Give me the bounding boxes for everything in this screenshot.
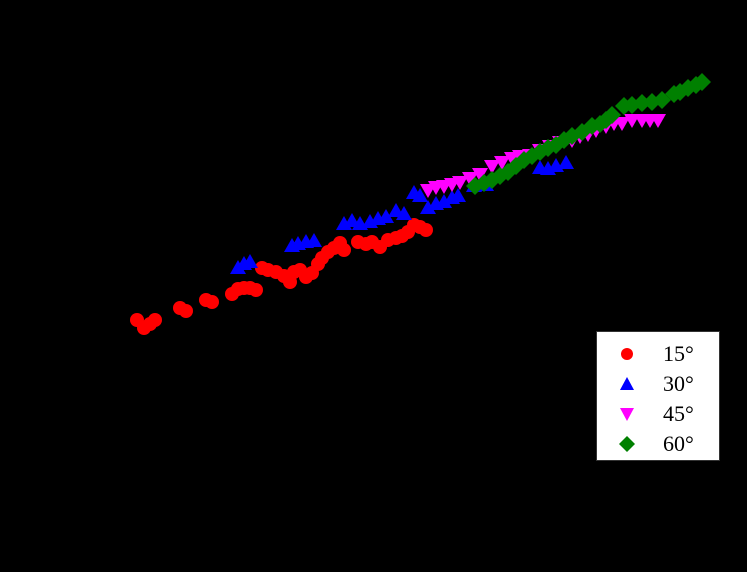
legend: 15° 30° 45° 60° xyxy=(596,331,720,461)
series-diamond xyxy=(466,73,711,195)
data-point xyxy=(306,233,322,247)
diamond-marker-icon xyxy=(619,436,635,452)
data-point xyxy=(378,209,394,223)
circle-marker-icon xyxy=(621,348,633,360)
legend-item-15: 15° xyxy=(597,339,721,369)
data-point xyxy=(436,194,452,208)
data-point xyxy=(450,188,466,202)
series-triangle-up xyxy=(230,155,574,274)
legend-item-45: 45° xyxy=(597,399,721,429)
data-point xyxy=(249,283,263,297)
triangle-down-marker-icon xyxy=(620,408,634,421)
data-point xyxy=(603,106,621,124)
triangle-up-marker-icon xyxy=(620,377,634,390)
data-point xyxy=(419,223,433,237)
legend-item-30: 30° xyxy=(597,369,721,399)
data-point xyxy=(614,117,630,131)
data-point xyxy=(462,172,478,186)
data-point xyxy=(693,73,711,91)
data-point xyxy=(558,155,574,169)
data-point xyxy=(472,168,488,182)
data-point xyxy=(484,160,500,174)
data-point xyxy=(420,200,436,214)
data-series-layer xyxy=(130,73,711,335)
data-point xyxy=(148,313,162,327)
legend-label: 45° xyxy=(663,401,694,426)
data-point xyxy=(337,243,351,257)
legend-label: 30° xyxy=(663,371,694,396)
data-point xyxy=(650,114,666,128)
data-point xyxy=(179,304,193,318)
legend-item-60: 60° xyxy=(597,429,721,459)
legend-label: 15° xyxy=(663,341,694,366)
data-point xyxy=(494,156,510,170)
data-point xyxy=(242,254,258,268)
data-point xyxy=(412,188,428,202)
data-point xyxy=(396,206,412,220)
data-point xyxy=(452,176,468,190)
legend-label: 60° xyxy=(663,431,694,456)
series-circle xyxy=(130,218,433,335)
data-point xyxy=(205,295,219,309)
